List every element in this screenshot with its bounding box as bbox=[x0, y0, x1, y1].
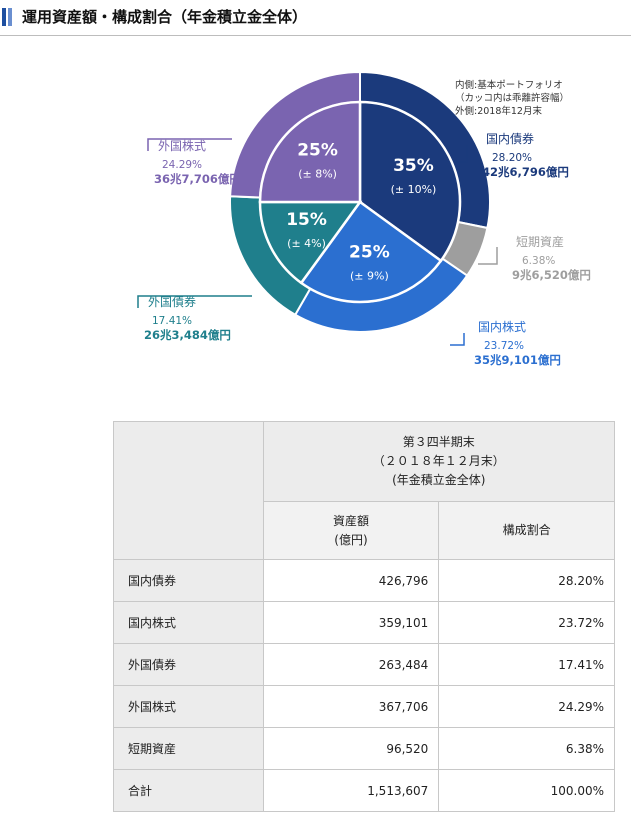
callout-percent: 24.29% bbox=[162, 159, 202, 171]
asset-table: 第３四半期末 （２０１８年１２月末） (年金積立金全体) 資産額 (億円) 構成… bbox=[113, 421, 616, 812]
row-amount: 263,484 bbox=[262, 643, 440, 686]
callout-name: 短期資産 bbox=[516, 234, 564, 249]
chart-note-line: 内側:基本ポートフォリオ bbox=[455, 79, 563, 91]
row-share: 28.20% bbox=[438, 559, 615, 602]
chart-note-line: 外側:2018年12月末 bbox=[455, 105, 542, 117]
inner-percent-label: 25% bbox=[349, 242, 390, 262]
share-column-header: 構成割合 bbox=[438, 501, 615, 560]
inner-slice-0 bbox=[358, 100, 462, 263]
callout-percent: 17.41% bbox=[152, 315, 192, 327]
row-label: 合計 bbox=[113, 769, 264, 812]
page-title: 運用資産額・構成割合（年金積立金全体） bbox=[22, 8, 308, 26]
row-amount: 359,101 bbox=[262, 601, 440, 644]
inner-percent-label: 25% bbox=[297, 141, 338, 161]
inner-range-label: (± 4%) bbox=[287, 237, 326, 250]
callout-leader-line bbox=[478, 247, 498, 265]
portfolio-donut-chart: 35% (± 10%) 25% (± 9%) 15% (± 4%) 25% (± 8%) 内側:… bbox=[137, 70, 591, 367]
row-share: 24.29% bbox=[438, 685, 615, 728]
inner-slice-2 bbox=[258, 200, 363, 285]
callout-percent: 23.72% bbox=[484, 340, 524, 352]
inner-slice-1 bbox=[299, 200, 443, 304]
row-share: 23.72% bbox=[438, 601, 615, 644]
callout-amount: 35兆9,101億円 bbox=[474, 353, 561, 367]
header-accent-bar bbox=[2, 8, 6, 26]
inner-percent-label: 15% bbox=[286, 210, 327, 230]
row-share: 6.38% bbox=[438, 727, 615, 770]
callout-name: 外国債券 bbox=[148, 294, 196, 309]
chart-note-line: （カッコ内は乖離許容幅） bbox=[455, 92, 569, 104]
callout-leader-line bbox=[450, 333, 465, 346]
callout-amount: 36兆7,706億円 bbox=[154, 172, 241, 186]
amount-header-line-2: (億円) bbox=[334, 532, 368, 547]
row-amount: 426,796 bbox=[262, 559, 440, 602]
table-row: 短期資産 96,520 6.38% bbox=[113, 727, 615, 770]
callout-amount: 9兆6,520億円 bbox=[512, 268, 591, 282]
row-share: 17.41% bbox=[438, 643, 615, 686]
callout-leader-line bbox=[455, 145, 468, 163]
callout-name: 外国株式 bbox=[158, 138, 206, 153]
inner-percent-label: 35% bbox=[393, 156, 434, 176]
header-accent-bar-light bbox=[8, 8, 12, 26]
inner-range-label: (± 8%) bbox=[298, 168, 337, 181]
callout-amount: 42兆6,796億円 bbox=[482, 165, 569, 179]
row-amount: 1,513,607 bbox=[262, 769, 440, 812]
period-line-2: （２０１８年１２月末） bbox=[372, 454, 505, 468]
callout-percent: 28.20% bbox=[492, 152, 532, 164]
callout-amount: 26兆3,484億円 bbox=[144, 328, 231, 342]
callout-name: 国内債券 bbox=[486, 131, 534, 146]
callout-name: 国内株式 bbox=[478, 319, 526, 334]
period-line-1: 第３四半期末 bbox=[402, 435, 475, 449]
row-label: 外国債券 bbox=[113, 643, 264, 686]
callout-leader-line bbox=[147, 138, 232, 151]
table-row: 外国債券 263,484 17.41% bbox=[113, 643, 615, 686]
table-row: 国内株式 359,101 23.72% bbox=[113, 601, 615, 644]
period-line-3: (年金積立金全体) bbox=[392, 473, 486, 487]
table-row: 国内債券 426,796 28.20% bbox=[113, 559, 615, 602]
table-corner-cell bbox=[113, 421, 264, 560]
amount-column-header: 資産額 (億円) bbox=[262, 501, 440, 560]
row-label: 国内債券 bbox=[113, 559, 264, 602]
inner-range-label: (± 10%) bbox=[391, 183, 437, 196]
period-header: 第３四半期末 （２０１８年１２月末） (年金積立金全体) bbox=[262, 421, 616, 502]
inner-slice-3 bbox=[258, 100, 362, 204]
callout-leader-line bbox=[137, 295, 252, 308]
section-header: 運用資産額・構成割合（年金積立金全体） bbox=[0, 0, 631, 36]
table-row: 外国株式 367,706 24.29% bbox=[113, 685, 615, 728]
row-label: 国内株式 bbox=[113, 601, 264, 644]
amount-header-line-1: 資産額 bbox=[332, 513, 369, 528]
row-label: 短期資産 bbox=[113, 727, 264, 770]
callout-percent: 6.38% bbox=[522, 255, 555, 267]
inner-range-label: (± 9%) bbox=[350, 269, 389, 282]
row-amount: 367,706 bbox=[262, 685, 440, 728]
row-amount: 96,520 bbox=[262, 727, 440, 770]
row-share: 100.00% bbox=[438, 769, 615, 812]
table-row-total: 合計 1,513,607 100.00% bbox=[113, 769, 615, 812]
row-label: 外国株式 bbox=[113, 685, 264, 728]
